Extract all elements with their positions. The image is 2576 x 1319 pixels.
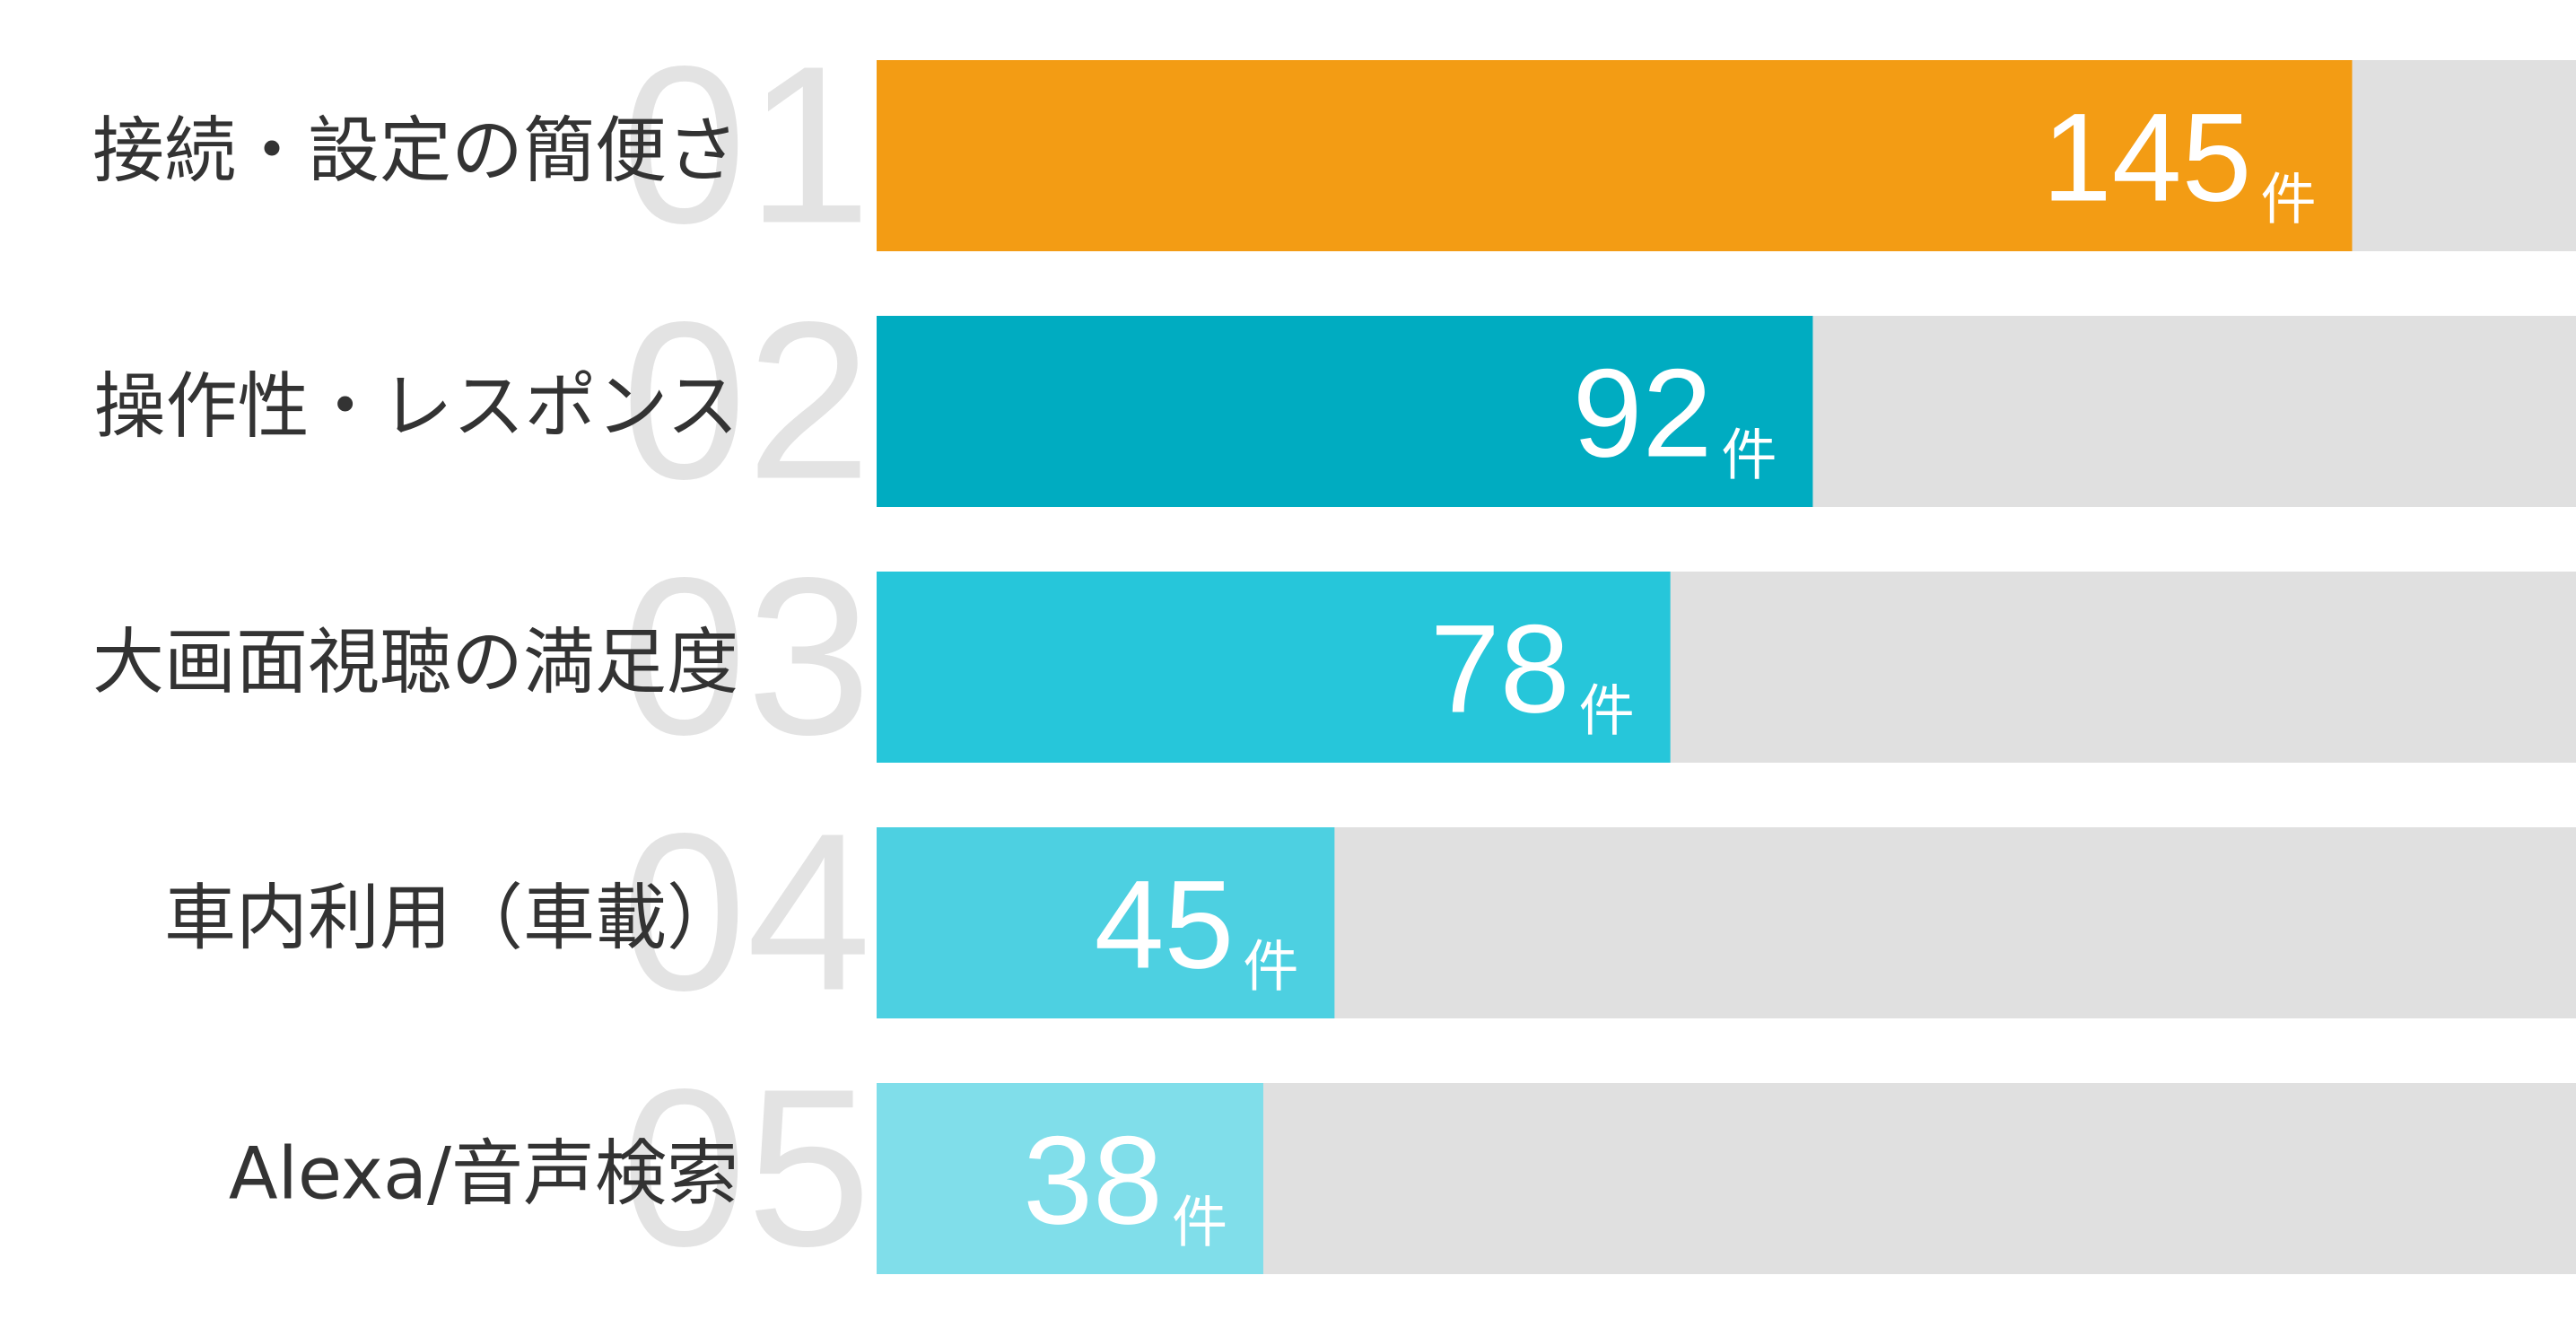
category-label: Alexa/音声検索 <box>229 1131 738 1215</box>
value-label: 92 件 <box>1573 343 1777 488</box>
rank-number: 03 <box>622 531 871 782</box>
rank-number: 05 <box>622 1043 871 1293</box>
value-unit: 件 <box>1579 678 1635 744</box>
value-label: 38 件 <box>1023 1110 1227 1255</box>
value-unit: 件 <box>1243 934 1298 1000</box>
bar <box>877 827 1335 1018</box>
value-label: 45 件 <box>1095 854 1299 1000</box>
rank-number: 04 <box>622 787 871 1037</box>
category-label: 接続・設定の簡便さ <box>92 109 738 192</box>
value-number: 45 <box>1095 854 1235 995</box>
bar <box>877 60 2353 251</box>
value-number: 78 <box>1430 598 1570 739</box>
bar <box>877 572 1671 763</box>
bar <box>877 1083 1263 1274</box>
value-number: 38 <box>1023 1110 1163 1251</box>
value-unit: 件 <box>2260 167 2316 232</box>
value-number: 145 <box>2042 87 2252 228</box>
rank-number: 02 <box>622 275 871 526</box>
category-label: 車内利用（車載） <box>164 876 738 959</box>
value-unit: 件 <box>1172 1190 1227 1255</box>
category-label: 操作性・レスポンス <box>94 364 738 448</box>
value-unit: 件 <box>1721 423 1777 488</box>
rank-number: 01 <box>622 20 871 270</box>
value-label: 145 件 <box>2042 87 2317 232</box>
value-number: 92 <box>1573 343 1713 484</box>
bar <box>877 316 1813 507</box>
category-label: 大画面視聴の満足度 <box>92 620 738 703</box>
value-label: 78 件 <box>1430 598 1635 744</box>
